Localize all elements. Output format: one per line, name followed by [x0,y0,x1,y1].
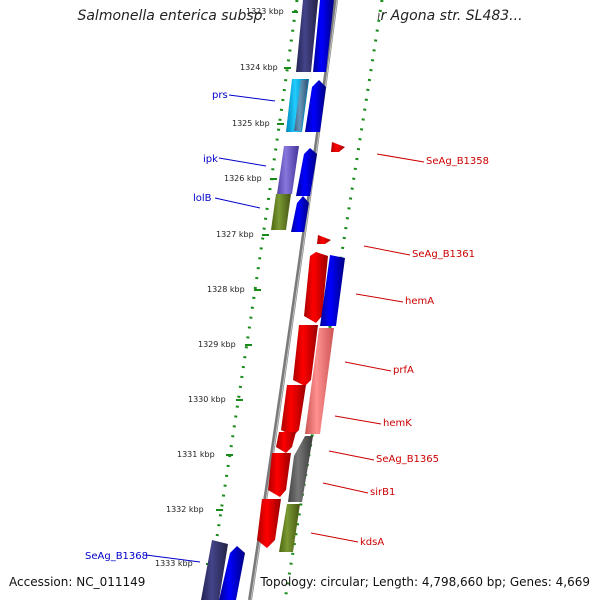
scale-guide-left [205,0,299,600]
label-prfA[interactable]: prfA [393,365,414,376]
gene-forward-2 [296,148,317,196]
label-kdsA[interactable]: kdsA [360,537,384,548]
label-SeAg_B1358[interactable]: SeAg_B1358 [426,156,489,167]
gene-ipk [277,146,299,194]
left-labels: prs ipk lolB SeAg_B1368 [85,90,276,563]
right-lane-features [219,0,345,600]
leader-SeAg_B1358 [376,153,425,163]
gene-forward-pink [305,328,334,434]
label-sirB1[interactable]: sirB1 [370,487,395,498]
accession-text: Accession: NC_011149 [9,575,146,589]
gene-forward-bottom [219,546,245,600]
gene-SeAg_B1361 [317,235,331,244]
leader-prs [228,94,276,102]
ticks: 1323 kbp 1324 kbp 1325 kbp 1326 kbp 1327… [155,7,298,568]
gene-forward-gray [288,436,313,502]
gene-prs-overlap [294,80,308,131]
map-band [180,0,380,600]
leader-prfA [344,361,392,372]
label-prs[interactable]: prs [212,90,228,101]
label-lolB[interactable]: lolB [193,193,212,204]
leader-hemA [355,293,404,303]
gene-block-blue-top [313,0,334,72]
gene-lolB [271,194,291,230]
gene-block-navy-top [296,0,318,72]
leader-kdsA [310,532,359,543]
label-SeAg_B1361[interactable]: SeAg_B1361 [412,249,475,260]
tick-label: 1330 kbp [188,395,226,404]
leader-SeAg_B1365 [328,450,375,461]
gene-SeAg_B1358 [331,142,345,152]
label-hemA[interactable]: hemA [405,296,434,307]
tick-label: 1324 kbp [240,63,278,72]
tick-label: 1332 kbp [166,505,204,514]
tick-label: 1326 kbp [224,174,262,183]
gene-forward-hemA-partner [320,255,345,326]
gene-SeAg_B1365 [276,432,296,453]
leader-lolB [214,197,261,209]
tick-label: 1323 kbp [246,7,284,16]
tick-label: 1329 kbp [198,340,236,349]
tick-label: 1333 kbp [155,559,193,568]
left-lane-features [201,0,345,600]
label-hemK[interactable]: hemK [383,418,412,429]
topology-text: Topology: circular; Length: 4,798,660 bp… [260,575,590,589]
leader-sirB1 [322,482,369,494]
gene-hemA [304,252,328,323]
right-labels: SeAg_B1358 SeAg_B1361 hemA prfA hemK SeA… [310,153,489,548]
gene-sirB1 [268,453,291,497]
gene-kdsA [257,499,281,548]
gene-hemK [281,385,306,436]
gene-SeAg_B1368 [201,540,228,600]
gene-forward-olive [279,504,300,552]
gene-forward-3 [291,196,309,232]
leader-ipk [218,157,267,167]
leader-SeAg_B1361 [363,245,411,256]
label-SeAg_B1365[interactable]: SeAg_B1365 [376,454,439,465]
gene-forward-1 [305,80,326,132]
tick-label: 1327 kbp [216,230,254,239]
tick-label: 1328 kbp [207,285,245,294]
tick-label: 1325 kbp [232,119,270,128]
label-SeAg_B1368[interactable]: SeAg_B1368 [85,551,148,562]
gene-prfA [293,325,318,386]
leader-SeAg_B1368 [145,554,201,563]
tick-label: 1331 kbp [177,450,215,459]
leader-hemK [334,415,382,425]
label-ipk[interactable]: ipk [203,154,218,165]
